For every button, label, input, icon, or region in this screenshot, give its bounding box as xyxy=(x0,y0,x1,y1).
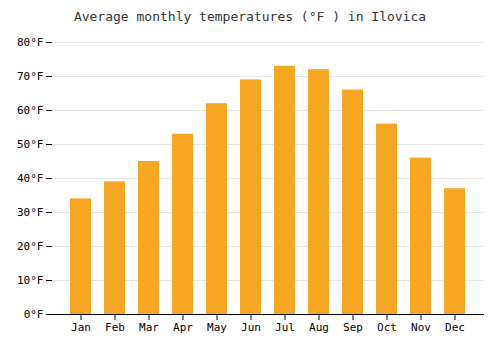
svg-text:May: May xyxy=(207,321,227,334)
svg-text:10°F: 10°F xyxy=(17,274,44,287)
svg-text:30°F: 30°F xyxy=(17,206,44,219)
svg-text:50°F: 50°F xyxy=(17,138,44,151)
svg-text:60°F: 60°F xyxy=(17,104,44,117)
svg-text:Aug: Aug xyxy=(309,321,329,334)
html-text:Average monthly temperatures (: Average monthly temperatures (°F ) in Il… xyxy=(73,9,427,24)
svg-text:Oct: Oct xyxy=(377,321,397,334)
svg-text:Jul: Jul xyxy=(275,321,295,334)
svg-text:Mar: Mar xyxy=(139,321,159,334)
svg-text:Sep: Sep xyxy=(343,321,363,334)
svg-text:Feb: Feb xyxy=(105,321,125,334)
svg-text:80°F: 80°F xyxy=(17,36,44,49)
svg-text:Jan: Jan xyxy=(71,321,91,334)
svg-text:20°F: 20°F xyxy=(17,240,44,253)
svg-text:Nov: Nov xyxy=(411,321,431,334)
svg-text:40°F: 40°F xyxy=(17,172,44,185)
svg-text:Apr: Apr xyxy=(173,321,193,334)
svg-text:Jun: Jun xyxy=(241,321,261,334)
svg-text:Dec: Dec xyxy=(445,321,465,334)
svg-text:70°F: 70°F xyxy=(17,70,44,83)
svg-text:0°F: 0°F xyxy=(24,308,44,321)
